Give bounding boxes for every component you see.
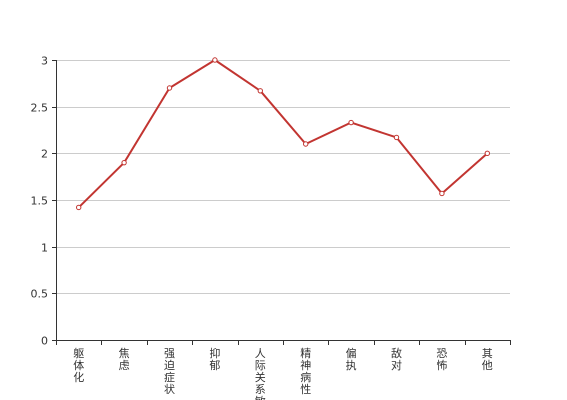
- data-point[interactable]: [393, 134, 400, 141]
- y-tick-label: 2.5: [31, 102, 49, 115]
- y-axis-tick-labels: 0 0.5 1 1.5 2 2.5 3: [31, 55, 49, 348]
- x-category-label: 精神病性: [300, 347, 311, 396]
- x-category-label: 偏执: [346, 346, 357, 372]
- x-category-label: 其他: [482, 347, 493, 372]
- data-point[interactable]: [212, 57, 218, 63]
- y-tick-label: 0: [41, 335, 48, 348]
- x-category-label: 强迫症状: [164, 347, 175, 396]
- series-line: [77, 59, 488, 209]
- axes: [52, 60, 511, 345]
- data-point[interactable]: [166, 85, 173, 91]
- data-point[interactable]: [348, 119, 354, 126]
- y-tick-label: 1: [41, 242, 48, 255]
- y-tick-label: 3: [41, 55, 48, 68]
- x-category-label: 躯体化: [73, 347, 84, 384]
- data-point[interactable]: [484, 150, 490, 157]
- x-category-label: 抑郁: [209, 346, 220, 372]
- series-layer: [76, 57, 490, 211]
- x-category-label: 恐怖: [436, 347, 447, 372]
- data-point[interactable]: [303, 141, 309, 147]
- x-category-label: 焦虑: [119, 347, 130, 372]
- data-point[interactable]: [257, 88, 263, 94]
- data-point[interactable]: [121, 159, 127, 166]
- x-category-label: 敌对: [391, 346, 402, 372]
- grid-lines: [56, 60, 510, 294]
- y-tick-label: 2: [41, 148, 48, 161]
- x-category-label: 人际关系敏感: [255, 347, 266, 400]
- y-tick-label: 1.5: [31, 195, 49, 208]
- x-axis-tick-labels: 躯体化 焦虑 强迫症状 抑郁 人际关系敏感 精神病性 偏执 敌对 恐怖 其他: [73, 346, 493, 400]
- data-point[interactable]: [439, 190, 445, 197]
- data-point[interactable]: [76, 204, 82, 211]
- y-tick-label: 0.5: [31, 288, 49, 301]
